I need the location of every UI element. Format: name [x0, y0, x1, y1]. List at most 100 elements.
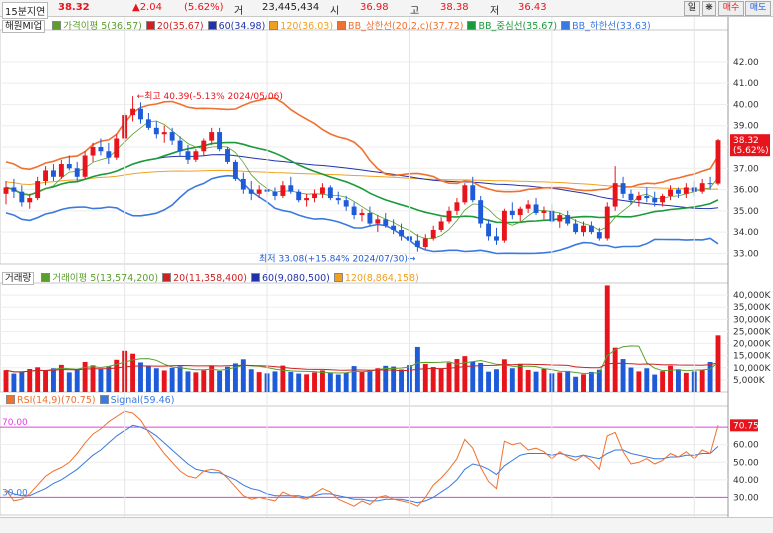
volume-bar	[327, 373, 333, 392]
price-legend-item-swatch	[145, 21, 155, 30]
candle-body	[581, 225, 586, 233]
volume-tick-label: 5,000K	[733, 376, 766, 386]
rsi-legend-item-swatch	[6, 395, 15, 404]
price-legend-item-swatch	[337, 21, 347, 30]
price-legend-item-swatch	[467, 21, 477, 30]
volume-bar	[588, 371, 594, 392]
price-tick-label: 42.00	[733, 58, 759, 68]
candle-body	[438, 221, 444, 230]
volume-tick-label: 15,000K	[733, 352, 771, 362]
buy-button[interactable]: 매수	[718, 1, 744, 16]
candle-body	[201, 140, 207, 152]
volume-bar	[130, 353, 136, 392]
volume-bar	[565, 370, 571, 392]
candle-body	[130, 108, 136, 116]
volume-bar	[494, 369, 499, 392]
candle-body	[240, 178, 246, 190]
candle-body	[367, 212, 373, 224]
candle-body	[557, 215, 563, 222]
volume-bar	[430, 367, 436, 392]
candle-body	[51, 170, 56, 177]
volume-bar	[470, 361, 476, 392]
volume-legend-item-swatch	[41, 273, 51, 282]
volume-bar	[628, 367, 634, 392]
volume-bar	[209, 365, 215, 392]
candle-body	[683, 187, 689, 194]
volume-tick-label: 30,000K	[733, 315, 771, 325]
candle-body	[533, 204, 539, 213]
volume-bar	[446, 362, 452, 392]
low-annotation: 최저 33.08(+15.84% 2024/07/30)→	[259, 254, 416, 265]
rsi-lower-label: 30.00	[2, 488, 28, 498]
volume-bar	[541, 368, 547, 392]
volume-bar	[391, 366, 397, 392]
price-tick-label: 33.00	[733, 249, 759, 259]
volume-bar	[533, 371, 539, 392]
volume-tick-label: 35,000K	[733, 303, 771, 313]
price-legend-item-swatch	[269, 21, 279, 30]
candle-body	[715, 140, 721, 184]
low-value: 36.43	[518, 2, 547, 13]
candle-body	[525, 204, 531, 209]
rsi-tick-label: 40.00	[733, 476, 759, 486]
sell-button[interactable]: 매도	[745, 1, 771, 16]
delay-label: 15분지연	[2, 2, 49, 19]
candle-body	[446, 210, 452, 222]
candle-body	[272, 191, 278, 196]
rsi-legend-item-label: RSI(14,9)(70.75)	[17, 395, 96, 406]
candle-body	[359, 212, 365, 216]
candle-body	[391, 225, 397, 230]
candle-body	[375, 219, 381, 224]
volume-bar	[375, 368, 381, 392]
candle-body	[454, 202, 460, 211]
volume-bar	[98, 368, 104, 392]
candle-body	[462, 185, 468, 203]
candle-body	[185, 151, 191, 160]
volume-bar	[217, 370, 223, 392]
volume-legend-item-swatch	[333, 273, 343, 282]
volume-bar	[35, 367, 41, 392]
volume-bar	[596, 369, 602, 392]
candle-body	[161, 132, 167, 135]
candle-body	[43, 170, 49, 182]
volume-bar	[525, 369, 531, 392]
volume-tick-label: 20,000K	[733, 340, 771, 350]
volume-bar	[248, 369, 254, 392]
price-tick-label: 39.00	[733, 122, 759, 132]
volume-bar	[351, 366, 357, 392]
price-tick-label: 34.00	[733, 228, 759, 238]
price-tick-label: 40.00	[733, 100, 759, 110]
candle-body	[501, 210, 507, 241]
candle-body	[74, 168, 80, 177]
low-label: 저	[490, 6, 500, 17]
candle-body	[430, 229, 436, 239]
volume-bar	[193, 372, 199, 392]
high-value: 38.38	[440, 2, 469, 13]
volume-bar	[58, 364, 64, 392]
rsi-tick-label: 30.00	[733, 493, 759, 503]
period-button[interactable]: 일	[684, 1, 700, 16]
candle-body	[668, 189, 673, 196]
volume-bar	[43, 370, 49, 392]
price-legend: 해원MI업 가격이평 5(36.57) 20(35.67) 60(34.98) 120…	[2, 18, 651, 33]
rsi-tick-label: 50.00	[733, 458, 759, 468]
candle-body	[604, 206, 610, 239]
volume-bar	[620, 359, 626, 392]
candle-body	[27, 198, 33, 203]
volume-bar	[256, 372, 262, 392]
volume-bar	[66, 372, 72, 392]
candle-body	[383, 219, 389, 226]
candle-body	[652, 198, 658, 203]
price-legend-item-label: 120(36.03)	[280, 21, 334, 32]
settings-icon[interactable]: ❋	[702, 1, 716, 16]
volume-title: 거래량	[2, 272, 35, 285]
stock-name: 해원MI업	[2, 20, 46, 33]
candle-body	[90, 147, 96, 156]
candle-body	[565, 215, 571, 224]
rsi-current-tag	[730, 419, 758, 432]
rsi-legend: RSI(14,9)(70.75) Signal(59.46)	[2, 395, 174, 406]
price-legend-item-swatch	[207, 21, 217, 30]
open-value: 36.98	[360, 2, 389, 13]
volume-bar	[438, 368, 444, 392]
